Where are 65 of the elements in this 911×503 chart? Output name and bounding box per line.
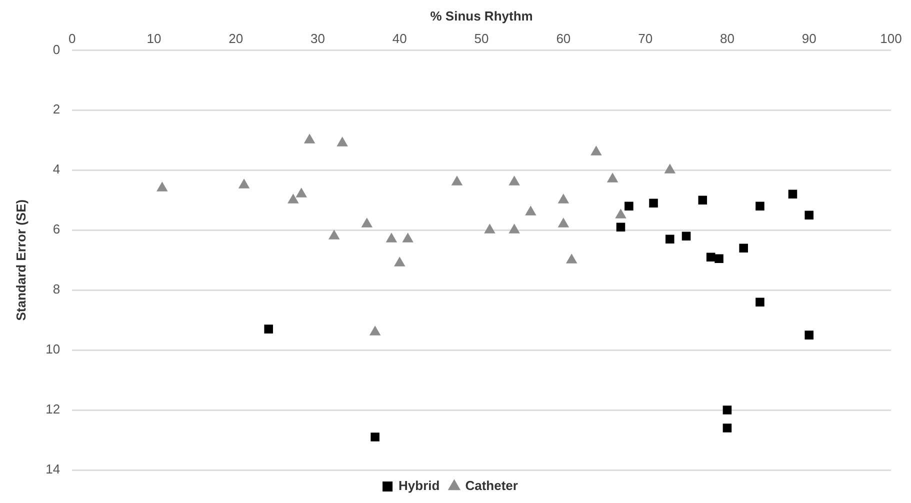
point (615, 209, 626, 218)
point (156, 182, 168, 192)
x-tick-label: 0 (68, 30, 76, 46)
point (616, 222, 626, 232)
point (386, 233, 397, 242)
point (264, 324, 273, 334)
x-tick-label: 50 (474, 30, 489, 46)
x-tick-label: 20 (228, 30, 244, 46)
point (649, 198, 658, 208)
x-tick-label: 30 (310, 30, 325, 46)
point (698, 196, 708, 205)
point (665, 234, 674, 244)
point (452, 176, 462, 186)
point (238, 179, 250, 188)
x-tick-label: 40 (392, 30, 407, 46)
point (296, 188, 307, 198)
x-tick-label: 90 (802, 30, 816, 46)
y-tick-label: 6 (52, 222, 60, 237)
point (362, 218, 372, 228)
legend-label: Catheter (465, 478, 518, 494)
x-tick-label: 10 (146, 30, 162, 46)
point (739, 244, 748, 252)
y-tick-label: 14 (46, 462, 60, 477)
point (337, 137, 348, 146)
y-tick-label: 2 (52, 102, 60, 117)
y-tick-label: 8 (52, 282, 60, 297)
point (370, 326, 380, 336)
point (566, 254, 577, 264)
point (525, 206, 536, 216)
point (624, 202, 634, 211)
point (328, 230, 340, 240)
point (558, 218, 569, 228)
point (722, 424, 732, 432)
point (714, 254, 724, 263)
x-tick-label: 70 (638, 30, 653, 46)
point (607, 173, 618, 182)
point (722, 406, 732, 414)
y-tick-label: 0 (52, 42, 60, 57)
point (756, 202, 764, 211)
x-tick-label: 80 (720, 30, 734, 46)
y-tick-label: 4 (52, 162, 60, 177)
point (402, 233, 414, 242)
x-axis-title: % Sinus Rhythm (430, 8, 533, 24)
point (682, 232, 691, 240)
point (304, 134, 315, 144)
point (706, 252, 716, 262)
point (590, 146, 602, 156)
point (509, 224, 520, 234)
x-tick-label: 60 (556, 30, 571, 46)
point (558, 194, 569, 204)
y-axis-title: Standard Error (SE) (13, 199, 28, 321)
point (664, 164, 676, 174)
point (804, 210, 814, 220)
point (394, 257, 405, 266)
point (509, 176, 520, 186)
point (788, 190, 798, 199)
point (756, 298, 764, 306)
y-tick-label: 12 (46, 402, 60, 417)
point (370, 432, 380, 442)
point (804, 330, 814, 340)
y-tick-label: 10 (46, 342, 60, 357)
x-tick-label: 100 (880, 30, 902, 46)
legend-label: Hybrid (398, 478, 440, 494)
point (484, 224, 495, 234)
point (288, 194, 298, 204)
